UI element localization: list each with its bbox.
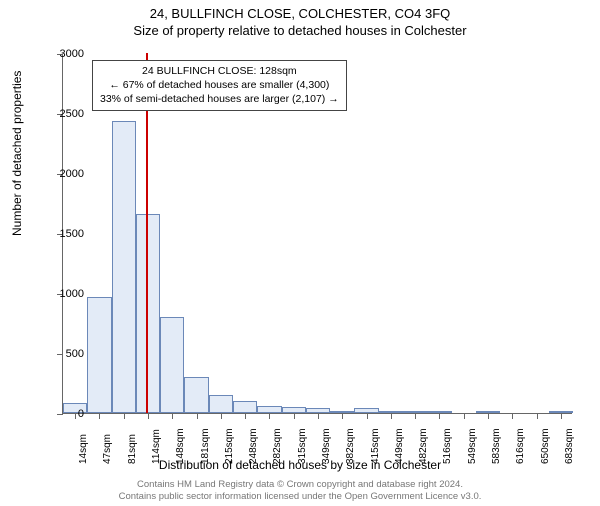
x-tick (512, 413, 513, 419)
footer-attribution: Contains HM Land Registry data © Crown c… (0, 479, 600, 503)
histogram-bar (209, 395, 233, 413)
y-tick-label: 0 (78, 408, 84, 420)
x-tick (415, 413, 416, 419)
x-tick (245, 413, 246, 419)
x-tick (488, 413, 489, 419)
y-axis-label: Number of detached properties (10, 71, 24, 236)
y-tick (57, 414, 63, 415)
x-tick (221, 413, 222, 419)
annotation-line: ← 67% of detached houses are smaller (4,… (100, 78, 339, 92)
histogram-bar (233, 401, 257, 413)
y-tick-label: 1500 (60, 228, 84, 240)
x-tick (561, 413, 562, 419)
y-tick (57, 354, 63, 355)
histogram-bar (184, 377, 208, 413)
x-tick (75, 413, 76, 419)
x-tick (269, 413, 270, 419)
x-tick (197, 413, 198, 419)
histogram-bar (87, 297, 111, 413)
x-tick (294, 413, 295, 419)
x-tick (318, 413, 319, 419)
x-tick (464, 413, 465, 419)
chart-area: 24 BULLFINCH CLOSE: 128sqm ← 67% of deta… (62, 54, 572, 414)
x-tick (537, 413, 538, 419)
footer-line: Contains HM Land Registry data © Crown c… (0, 479, 600, 491)
y-tick-label: 1000 (60, 288, 84, 300)
histogram-bar (112, 121, 136, 413)
x-tick (439, 413, 440, 419)
page-title: 24, BULLFINCH CLOSE, COLCHESTER, CO4 3FQ (0, 6, 600, 21)
annotation-line: 33% of semi-detached houses are larger (… (100, 92, 339, 106)
histogram-bar (257, 406, 281, 413)
y-tick-label: 2000 (60, 168, 84, 180)
x-tick (99, 413, 100, 419)
x-tick (391, 413, 392, 419)
footer-line: Contains public sector information licen… (0, 491, 600, 503)
x-tick (172, 413, 173, 419)
y-tick-label: 500 (66, 348, 84, 360)
histogram-bar (160, 317, 184, 413)
y-tick-label: 3000 (60, 48, 84, 60)
annotation-line: 24 BULLFINCH CLOSE: 128sqm (100, 64, 339, 78)
x-tick (367, 413, 368, 419)
page-subtitle: Size of property relative to detached ho… (0, 23, 600, 38)
histogram-bar (136, 214, 160, 413)
x-tick (124, 413, 125, 419)
y-tick-label: 2500 (60, 108, 84, 120)
x-tick (148, 413, 149, 419)
x-tick (342, 413, 343, 419)
annotation-box: 24 BULLFINCH CLOSE: 128sqm ← 67% of deta… (92, 60, 347, 111)
